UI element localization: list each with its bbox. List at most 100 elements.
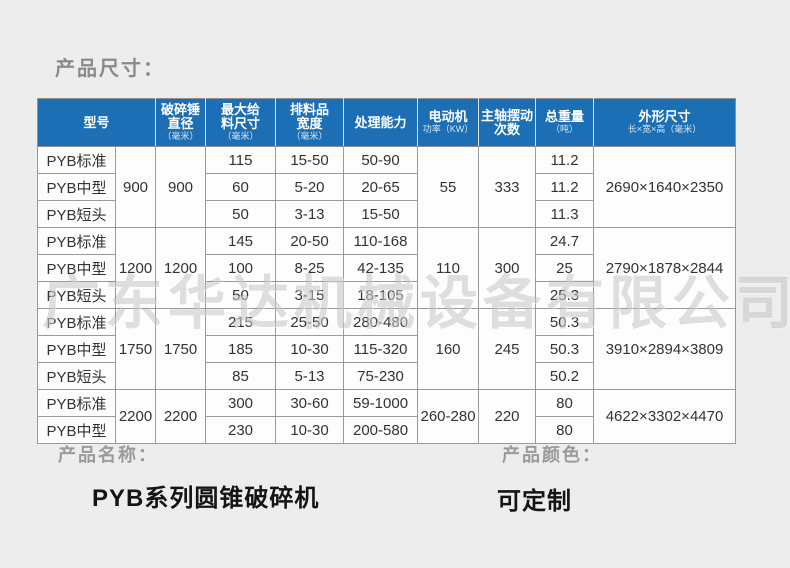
discharge-width-cell: 3-13 <box>275 200 345 228</box>
col-header-line: 外形尺寸 <box>638 109 691 124</box>
model-cell: PYB短头 <box>37 362 116 390</box>
weight-cell: 25.3 <box>535 281 595 309</box>
col-header-spindle-swings: 主轴摆动 次数 <box>478 98 537 147</box>
col-header-model: 型号 <box>36 98 157 147</box>
col-header-motor-power: 电动机 功率（KW） <box>417 98 480 147</box>
max-feed-cell: 185 <box>205 335 277 363</box>
table-row: PYB中型 230 10-30 200-580 80 <box>37 416 736 444</box>
model-cell: PYB中型 <box>37 416 116 444</box>
max-feed-cell: 100 <box>205 254 277 282</box>
capacity-cell: 20-65 <box>343 173 419 201</box>
motor-power-cell: 110 <box>417 227 480 309</box>
discharge-width-cell: 25-50 <box>275 308 345 336</box>
spindle-swings-cell: 220 <box>478 389 537 444</box>
size-cell: 900 <box>114 146 157 228</box>
weight-cell: 80 <box>535 389 595 417</box>
col-header-hammer-diameter: 破碎锤 直径 （毫米） <box>155 98 207 147</box>
product-name-value: PYB系列圆锥破碎机 <box>92 485 320 512</box>
weight-cell: 50.3 <box>535 335 595 363</box>
max-feed-cell: 230 <box>205 416 277 444</box>
spec-table-head: 型号 破碎锤 直径 （毫米） 最大给 料尺寸 （毫米） 排料品 宽度 （毫米） 处理能力 电动机 功率（… <box>36 98 737 147</box>
col-header-line: 总重量 <box>545 109 585 124</box>
col-header-unit: 功率（KW） <box>422 124 474 134</box>
col-header-line: 次数 <box>494 121 521 137</box>
discharge-width-cell: 10-30 <box>275 335 345 363</box>
col-header-unit: （毫米） <box>162 131 199 141</box>
motor-power-cell: 260-280 <box>417 389 480 444</box>
dimensions-cell: 4622×3302×4470 <box>593 389 737 444</box>
capacity-cell: 110-168 <box>343 227 419 255</box>
discharge-width-cell: 5-13 <box>275 362 345 390</box>
capacity-cell: 18-105 <box>343 281 419 309</box>
table-row: PYB短头 85 5-13 75-230 50.2 <box>37 362 736 390</box>
max-feed-cell: 50 <box>205 200 277 228</box>
spindle-swings-cell: 245 <box>478 308 537 390</box>
table-row: PYB标准 900 900 115 15-50 50-90 55 333 11.2 2690×16… <box>37 146 737 228</box>
col-header-discharge-width: 排料品 宽度 （毫米） <box>275 98 345 147</box>
col-header-line: 电动机 <box>428 109 468 124</box>
dimensions-cell: 2690×1640×2350 <box>593 146 737 228</box>
capacity-cell: 280-480 <box>343 308 419 336</box>
hammer-diameter-cell: 1750 <box>155 308 207 390</box>
table-row: PYB标准 2200 2200 300 30-60 59-1000 260-280 220 80… <box>37 389 737 444</box>
col-header-unit: （吨） <box>551 124 579 134</box>
capacity-cell: 42-135 <box>343 254 419 282</box>
size-cell: 1750 <box>114 308 157 390</box>
discharge-width-cell: 5-20 <box>275 173 345 201</box>
product-spec-table: 型号 破碎锤 直径 （毫米） 最大给 料尺寸 （毫米） 排料品 宽度 （毫米） 处理能力 电动机 功率（… <box>36 98 737 444</box>
capacity-cell: 200-580 <box>343 416 419 444</box>
capacity-cell: 75-230 <box>343 362 419 390</box>
weight-cell: 24.7 <box>535 227 595 255</box>
capacity-cell: 59-1000 <box>343 389 419 417</box>
col-header-line: 直径 <box>167 116 194 131</box>
col-header-max-feed-size: 最大给 料尺寸 （毫米） <box>205 98 277 147</box>
weight-cell: 11.2 <box>535 173 595 201</box>
model-cell: PYB标准 <box>37 227 116 255</box>
weight-cell: 80 <box>535 416 595 444</box>
max-feed-cell: 145 <box>205 227 277 255</box>
capacity-cell: 115-320 <box>343 335 419 363</box>
table-row: PYB中型 100 8-25 42-135 25 <box>37 254 736 282</box>
max-feed-cell: 50 <box>205 281 277 309</box>
col-header-unit: （毫米） <box>222 131 259 141</box>
dimensions-cell: 3910×2894×3809 <box>593 308 737 390</box>
max-feed-cell: 215 <box>205 308 277 336</box>
discharge-width-cell: 15-50 <box>275 146 345 174</box>
model-cell: PYB标准 <box>37 308 116 336</box>
table-row: PYB短头 50 3-13 15-50 11.3 <box>37 200 736 228</box>
capacity-cell: 15-50 <box>343 200 419 228</box>
weight-cell: 25 <box>535 254 595 282</box>
size-cell: 1200 <box>114 227 157 309</box>
model-cell: PYB中型 <box>37 173 116 201</box>
model-cell: PYB短头 <box>37 281 116 309</box>
max-feed-cell: 300 <box>205 389 277 417</box>
discharge-width-cell: 8-25 <box>275 254 345 282</box>
table-row: PYB标准 1200 1200 145 20-50 110-168 110 300 24.7 27… <box>37 227 737 309</box>
col-header-unit: （毫米） <box>291 131 328 141</box>
model-cell: PYB短头 <box>37 200 116 228</box>
motor-power-cell: 160 <box>417 308 480 390</box>
hammer-diameter-cell: 2200 <box>155 389 207 444</box>
spindle-swings-cell: 300 <box>478 227 537 309</box>
table-row: PYB标准 1750 1750 215 25-50 280-480 160 245 50.3 39… <box>37 308 737 390</box>
col-header-unit: 长×宽×高（毫米） <box>627 124 702 134</box>
capacity-cell: 50-90 <box>343 146 419 174</box>
max-feed-cell: 115 <box>205 146 277 174</box>
product-color-value: 可定制 <box>497 488 572 515</box>
table-row: PYB中型 60 5-20 20-65 11.2 <box>37 173 736 201</box>
weight-cell: 50.2 <box>535 362 595 390</box>
hammer-diameter-cell: 900 <box>155 146 207 228</box>
col-header-line: 破碎锤 <box>161 102 201 117</box>
table-row: PYB短头 50 3-15 18-105 25.3 <box>37 281 736 309</box>
col-header-line: 型号 <box>83 114 110 130</box>
col-header-line: 处理能力 <box>354 114 407 130</box>
col-header-overall-dimensions: 外形尺寸 长×宽×高（毫米） <box>593 98 737 147</box>
model-cell: PYB中型 <box>37 335 116 363</box>
spec-header-row: 型号 破碎锤 直径 （毫米） 最大给 料尺寸 （毫米） 排料品 宽度 （毫米） 处理能力 电动机 功率（… <box>36 98 737 147</box>
col-header-line: 排料品 <box>290 102 330 117</box>
discharge-width-cell: 20-50 <box>275 227 345 255</box>
page-title: 产品尺寸： <box>55 58 165 80</box>
product-color-label: 产品颜色： <box>502 445 602 465</box>
col-header-line: 主轴摆动 <box>481 107 534 123</box>
spec-table-body: PYB标准 900 900 115 15-50 50-90 55 333 11.2 2690×16… <box>37 146 737 444</box>
